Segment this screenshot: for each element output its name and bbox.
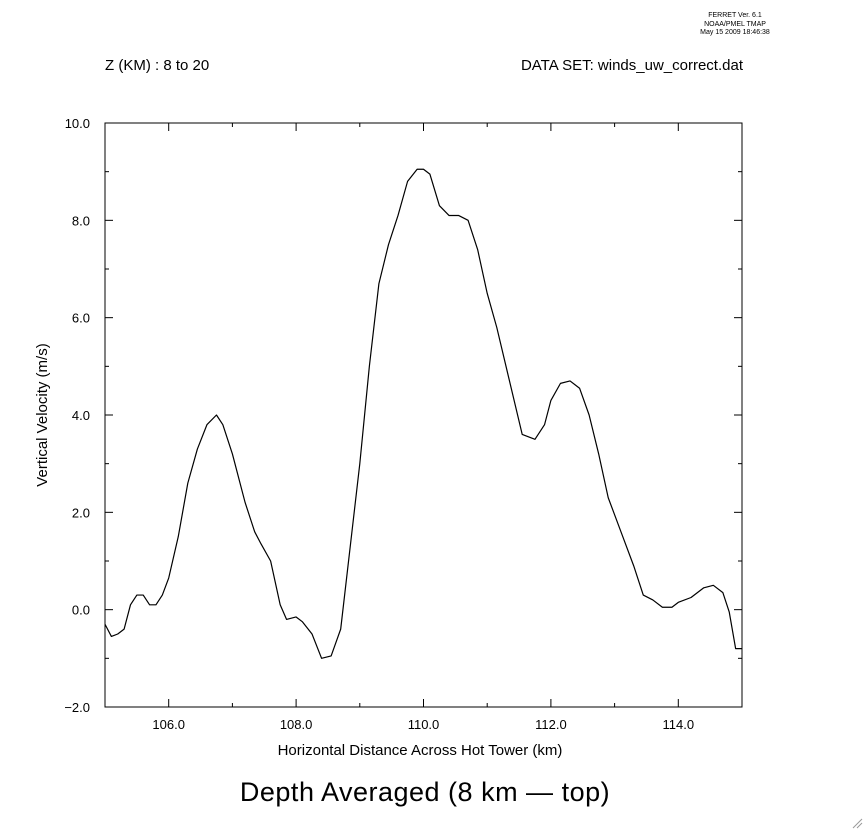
resize-grip-icon[interactable] [851, 817, 863, 829]
x-tick-label: 110.0 [408, 717, 440, 732]
z-range-label: Z (KM) : 8 to 20 [105, 57, 210, 74]
y-tick-label: 8.0 [72, 213, 90, 228]
y-tick-label: 6.0 [72, 311, 90, 326]
ferret-version: FERRET Ver. 6.1 [708, 12, 762, 19]
y-tick-label: −2.0 [64, 700, 90, 715]
y-tick-label: 2.0 [72, 505, 90, 520]
x-axis-title: Horizontal Distance Across Hot Tower (km… [277, 742, 563, 759]
y-tick-label: 4.0 [72, 408, 90, 423]
x-tick-label: 108.0 [280, 717, 313, 732]
plot-timestamp: May 15 2009 18:46:38 [700, 29, 770, 36]
y-tick-label: 10.0 [65, 116, 90, 131]
series-line-0 [104, 168, 742, 659]
x-tick-label: 106.0 [152, 717, 185, 732]
chart-title: Depth Averaged (8 km — top) [239, 777, 611, 807]
x-tick-label: 114.0 [663, 717, 695, 732]
y-tick-label: 0.0 [72, 603, 90, 618]
dataset-label: DATA SET: winds_uw_correct.dat [520, 57, 743, 74]
plot-frame [104, 122, 743, 708]
x-tick-label: 112.0 [535, 717, 567, 732]
ferret-org: NOAA/PMEL TMAP [704, 21, 766, 28]
y-axis-title: Vertical Velocity (m/s) [34, 343, 51, 486]
